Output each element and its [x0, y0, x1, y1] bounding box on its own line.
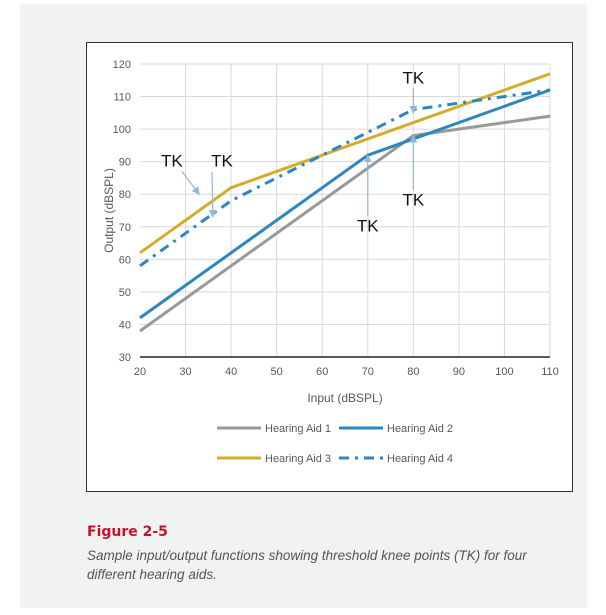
y-tick-label: 70	[119, 222, 131, 234]
y-tick-label: 30	[119, 352, 131, 364]
legend-label-hearing-aid-4: Hearing Aid 4	[387, 453, 453, 465]
figure-panel: 30 40 50 60 70 80 90 100 110 120 20 30 40 50 60 70 80 90 1…	[20, 4, 587, 608]
legend-label-hearing-aid-2: Hearing Aid 2	[387, 423, 453, 435]
x-tick-label: 80	[407, 366, 419, 378]
tk-annotation-arrow	[208, 171, 217, 219]
x-tick-label: 70	[362, 366, 374, 378]
y-tick-label: 40	[119, 319, 131, 331]
series-line-hearing-aid-4	[139, 88, 551, 268]
x-tick-label: 20	[134, 366, 146, 378]
y-tick-label: 80	[119, 189, 131, 201]
x-tick-label: 40	[225, 366, 237, 378]
series-line-hearing-aid-3	[139, 72, 551, 255]
figure-caption: Sample input/output functions showing th…	[87, 548, 527, 582]
y-tick-label: 120	[113, 59, 131, 71]
x-tick-label: 30	[179, 366, 191, 378]
x-tick-label: 90	[453, 366, 465, 378]
chart-frame: 30 40 50 60 70 80 90 100 110 120 20 30 40 50 60 70 80 90 1…	[86, 42, 573, 492]
x-tick-label: 110	[541, 366, 559, 378]
y-tick-label: 50	[119, 287, 131, 299]
y-tick-label: 100	[113, 124, 131, 136]
x-tick-label: 60	[316, 366, 328, 378]
tk-annotation-arrow	[181, 171, 200, 196]
y-tick-label: 60	[119, 254, 131, 266]
tk-annotation-label: TK	[357, 217, 379, 236]
x-axis-title: Input (dBSPL)	[307, 391, 382, 405]
tk-annotation-label: TK	[211, 152, 233, 171]
tk-annotation-label: TK	[161, 152, 183, 171]
tk-annotation-label: TK	[402, 191, 424, 210]
y-axis-title: Output (dBSPL)	[102, 168, 116, 253]
x-tick-label: 100	[495, 366, 513, 378]
legend-label-hearing-aid-1: Hearing Aid 1	[265, 423, 331, 435]
y-tick-label: 90	[119, 157, 131, 169]
figure-title: Figure 2-5	[87, 524, 168, 540]
x-tick-label: 50	[271, 366, 283, 378]
tk-annotation-label: TK	[402, 69, 424, 88]
y-tick-label: 110	[113, 92, 131, 104]
legend-label-hearing-aid-3: Hearing Aid 3	[265, 453, 331, 465]
